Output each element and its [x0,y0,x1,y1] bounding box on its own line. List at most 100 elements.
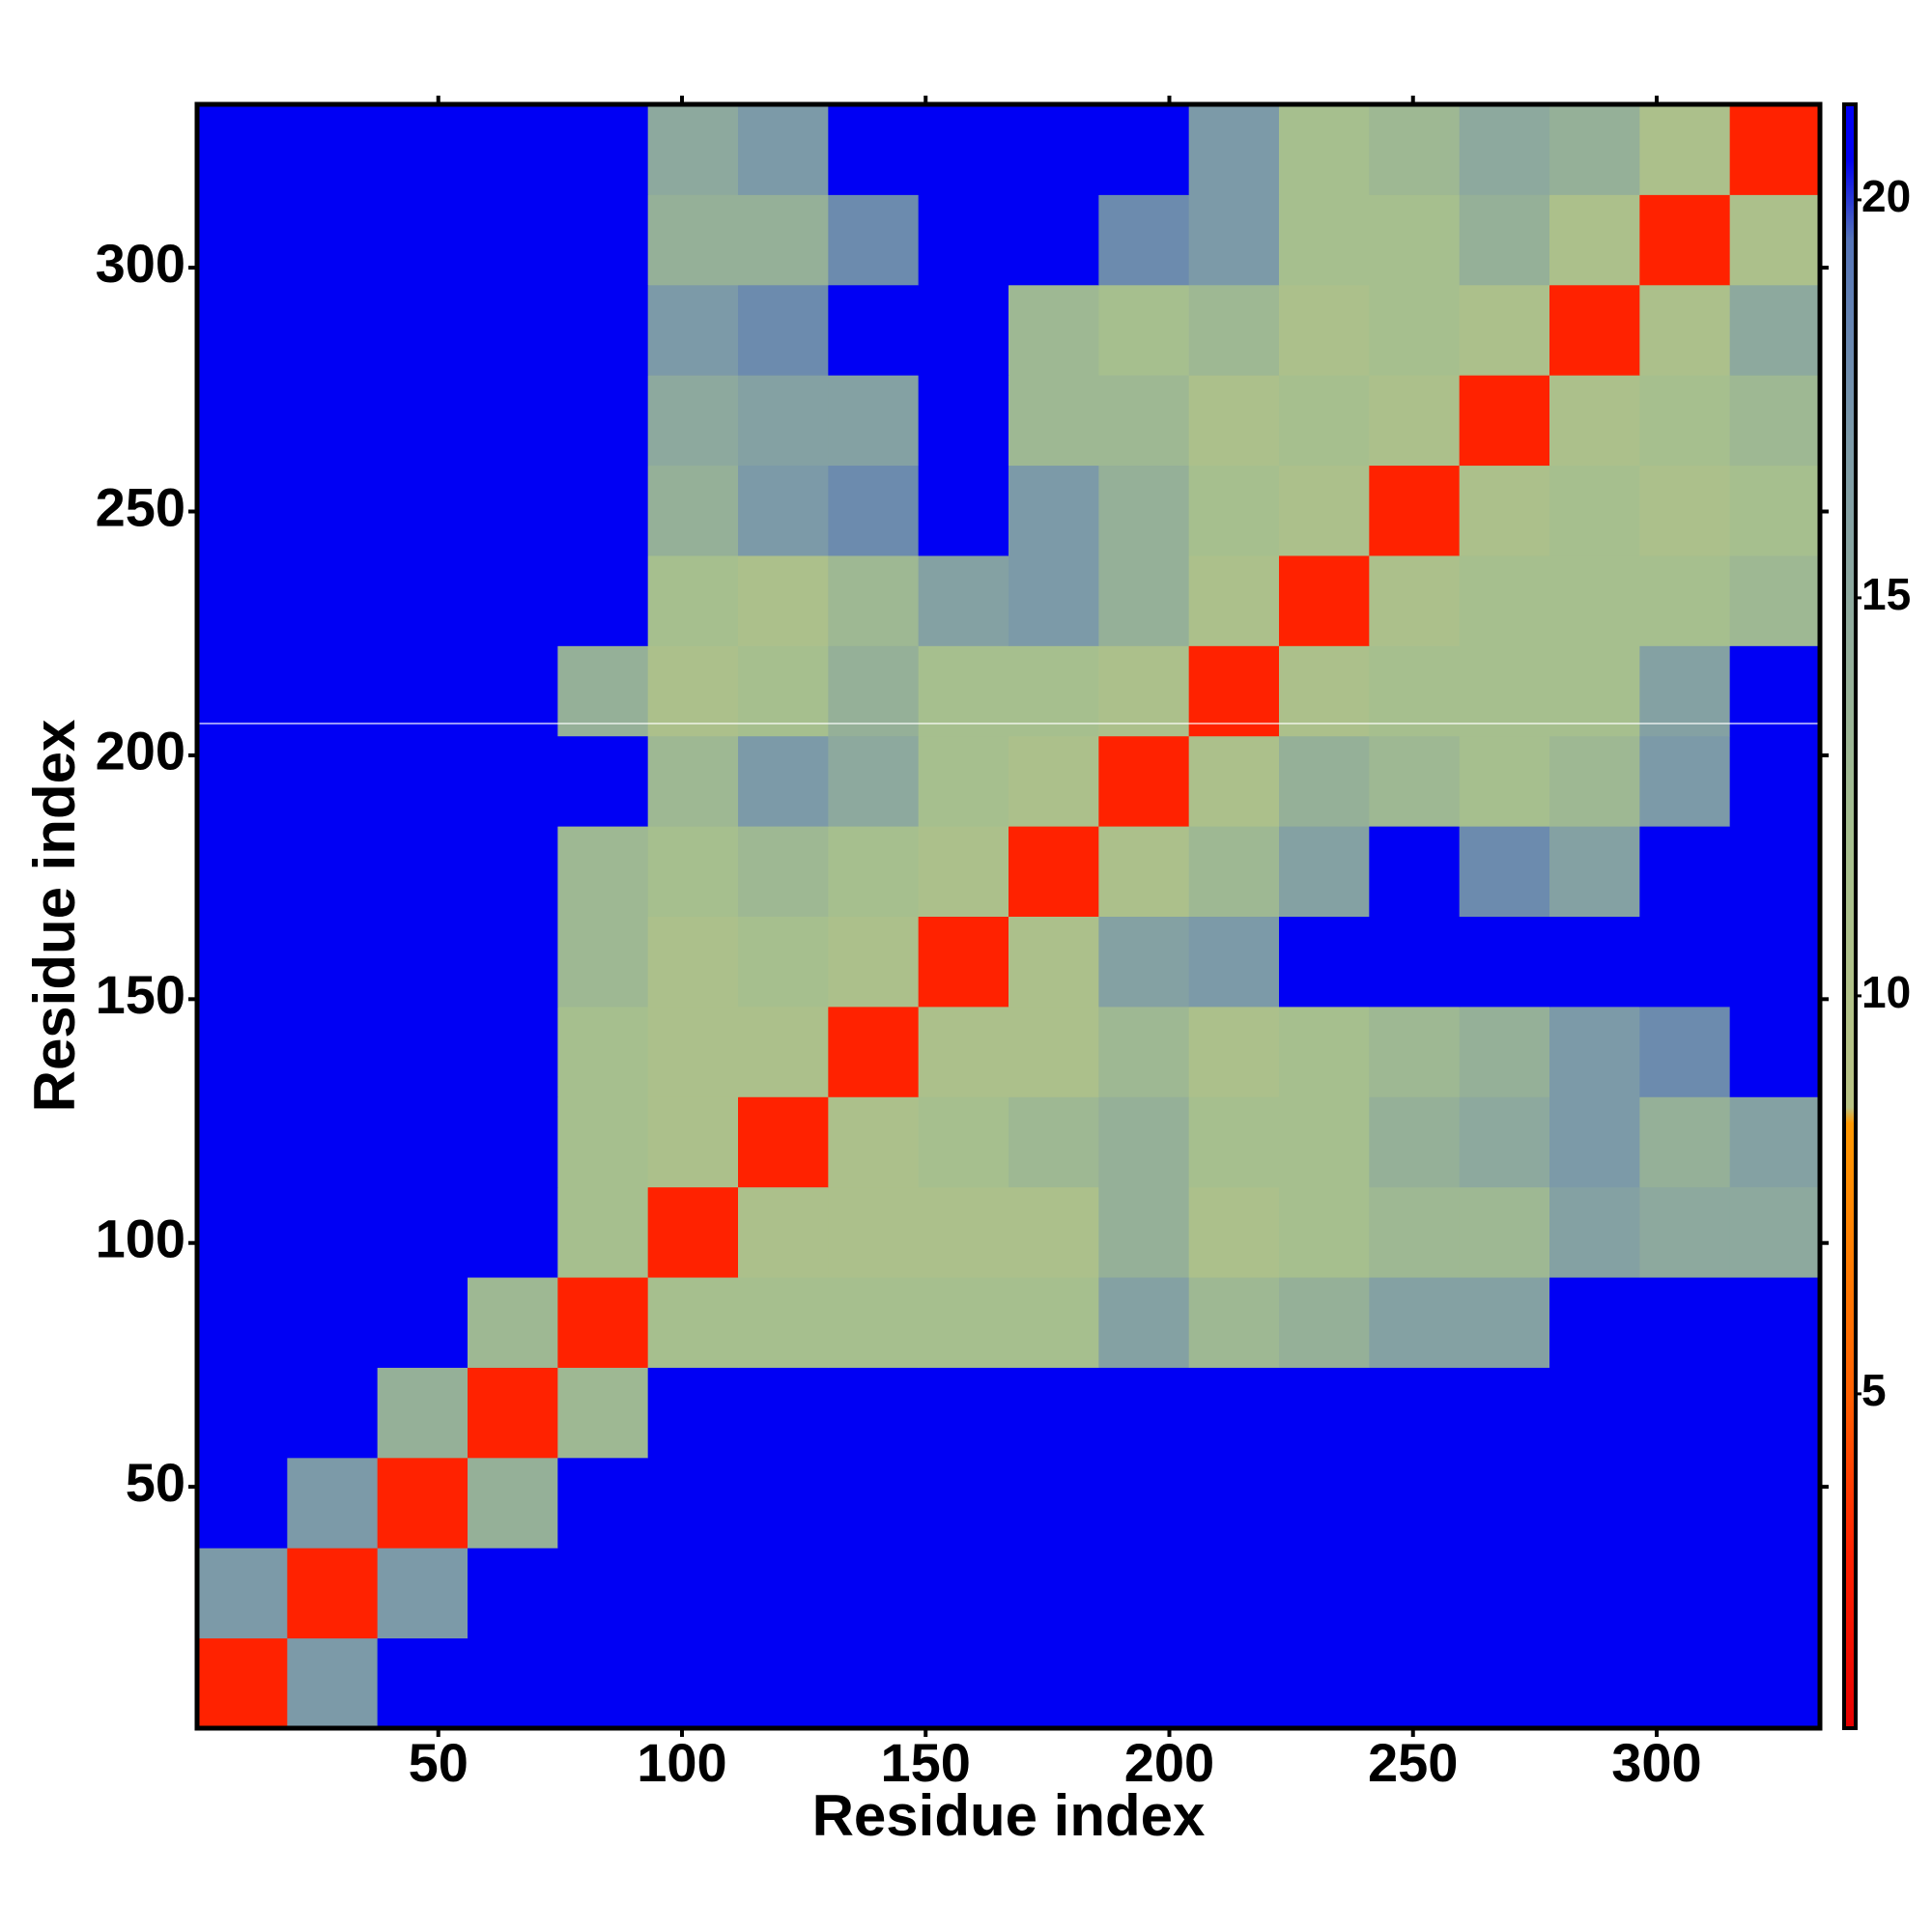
heatmap-cell [1098,375,1190,467]
heatmap-cell [1188,1367,1280,1459]
heatmap-cell [557,1277,649,1368]
heatmap-cell [1639,375,1731,467]
heatmap-cell [468,916,558,1008]
heatmap-cell [1009,826,1099,917]
heatmap-cell [1188,375,1280,467]
heatmap-cell [1188,465,1280,556]
colorbar-tick-label: 20 [1861,171,1911,221]
heatmap-cell [1369,1548,1461,1639]
heatmap-cell [1188,554,1280,646]
heatmap-cell [1188,1548,1280,1639]
heatmap-cell [738,1277,829,1368]
heatmap-cell [1369,735,1461,827]
heatmap-cell [557,1548,649,1639]
heatmap-cell [1639,916,1731,1008]
heatmap-cell [1729,104,1820,195]
heatmap-cell [377,645,469,737]
heatmap-cell [828,826,920,917]
heatmap-cell [377,375,469,467]
heatmap-cell [468,1277,558,1368]
heatmap-cell [918,1457,1009,1548]
heatmap-cell [647,735,739,827]
heatmap-cell [738,735,829,827]
heatmap-cell [1188,645,1280,737]
heatmap-cell [1279,554,1370,646]
heatmap-cell [287,1367,379,1459]
heatmap-cell [1549,284,1640,376]
heatmap-cell [738,1367,829,1459]
heatmap-cell [287,645,379,737]
heatmap-cell [1369,554,1461,646]
heatmap-cell [1279,1006,1370,1097]
heatmap-cell [647,1277,739,1368]
heatmap-cell [1009,645,1099,737]
heatmap-cell [1639,1277,1731,1368]
heatmap-cell [1279,194,1370,286]
heatmap-cell [1279,1548,1370,1639]
heatmap-cell [1549,826,1640,917]
heatmap-cell [287,375,379,467]
heatmap-cell [1009,465,1099,556]
heatmap-cell [1459,375,1550,467]
heatmap-cell [738,375,829,467]
heatmap-cell [918,1006,1009,1097]
heatmap-cell [1188,1006,1280,1097]
heatmap-cell [1459,104,1550,195]
heatmap-cell [1009,284,1099,376]
heatmap-cell [828,1367,920,1459]
y-axis-label: Residue index [22,720,87,1113]
heatmap-cell [738,465,829,556]
heatmap-cell [197,1096,288,1188]
heatmap-cell [1459,194,1550,286]
heatmap-cell [1639,826,1731,917]
heatmap-cell [197,554,288,646]
heatmap-cell [647,375,739,467]
heatmap-cell [738,284,829,376]
heatmap-cell [468,1096,558,1188]
heatmap-cell [1459,1367,1550,1459]
heatmap-cell [1369,375,1461,467]
heatmap-cell [828,284,920,376]
x-axis-label: Residue index [812,1783,1206,1848]
heatmap-cell [1098,284,1190,376]
heatmap-cell [1188,1096,1280,1188]
heatmap-cell [468,826,558,917]
heatmap-cell [647,1367,739,1459]
heatmap-cell [918,735,1009,827]
heatmap-cell [468,194,558,286]
heatmap-cell [1279,104,1370,195]
heatmap-cell [738,104,829,195]
heatmap-cell [377,104,469,195]
heatmap-cell [197,735,288,827]
heatmap-cell [1098,1277,1190,1368]
heatmap-cell [1549,465,1640,556]
heatmap-cell [377,1186,469,1278]
heatmap-cell [1639,1006,1731,1097]
heatmap-cell [647,1006,739,1097]
heatmap-cell [1729,554,1820,646]
y-tick-label: 300 [96,233,185,294]
heatmap-cell [918,194,1009,286]
heatmap-cell [828,1277,920,1368]
heatmap-cell [287,1186,379,1278]
heatmap-cell [1729,1186,1820,1278]
heatmap-cell [1639,104,1731,195]
heatmap-cell [557,104,649,195]
heatmap-cell [918,1096,1009,1188]
heatmap-cell [1549,735,1640,827]
heatmap-cell [1459,1457,1550,1548]
heatmap-cell [1549,194,1640,286]
heatmap-cell [918,554,1009,646]
heatmap-cell [287,194,379,286]
heatmap-cell [1729,194,1820,286]
heatmap-cell [738,1457,829,1548]
heatmap-cell [557,826,649,917]
heatmap-cell [1009,1096,1099,1188]
heatmap-cell [197,104,288,195]
heatmap-cell [468,104,558,195]
heatmap-cell [647,284,739,376]
heatmap-cell [1459,1096,1550,1188]
heatmap-cell [197,645,288,737]
